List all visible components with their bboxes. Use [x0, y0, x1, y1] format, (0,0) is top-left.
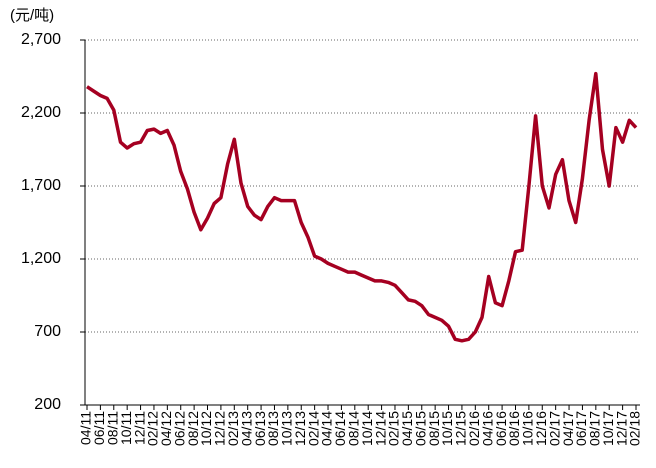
x-tick-label: 08/13	[265, 411, 281, 446]
y-tick-label: 200	[34, 396, 61, 413]
x-tick-label: 10/16	[520, 411, 536, 446]
x-tick-label: 12/16	[533, 411, 549, 446]
x-tick-label: 06/12	[171, 411, 187, 446]
x-tick-label: 10/14	[359, 411, 375, 446]
x-tick-label: 08/17	[587, 411, 603, 446]
x-tick-label: 06/15	[412, 411, 428, 446]
y-tick-label: 1,200	[21, 250, 61, 267]
line	[86, 71, 638, 343]
x-tick-label: 02/18	[627, 411, 643, 446]
x-tick-label: 02/15	[386, 411, 402, 446]
y-tick-label: 2,700	[21, 31, 61, 48]
y-axis-label: (元/吨)	[10, 7, 54, 24]
x-tick-label: 04/11	[78, 411, 94, 445]
y-tick-label: 1,700	[21, 177, 61, 194]
x-tick-label: 10/13	[279, 411, 295, 446]
x-tick-label: 04/14	[319, 411, 335, 446]
x-tick-label: 12/12	[212, 411, 228, 446]
x-tick-label: 02/17	[546, 411, 562, 446]
x-tick-label: 12/13	[292, 411, 308, 446]
x-tick-label: 08/16	[506, 411, 522, 446]
x-tick-label: 10/11	[118, 411, 134, 445]
x-tick-label: 02/14	[305, 411, 321, 446]
x-tick-label: 06/17	[573, 411, 589, 446]
x-tick-label: 10/12	[198, 411, 214, 446]
x-tick-label: 06/11	[91, 411, 107, 445]
x-tick-label: 10/17	[600, 411, 616, 446]
x-tick-label: 04/16	[479, 411, 495, 446]
x-tick-label: 06/13	[252, 411, 268, 446]
x-tick-label: 12/17	[613, 411, 629, 446]
x-tick-label: 08/12	[185, 411, 201, 446]
x-tick-label: 04/13	[238, 411, 254, 446]
x-tick-label: 04/17	[560, 411, 576, 446]
x-tick-label: 04/12	[158, 411, 174, 446]
x-tick-label: 12/11	[131, 411, 147, 445]
x-tick-label: 04/15	[399, 411, 415, 446]
x-tick-label: 02/16	[466, 411, 482, 446]
x-tick-label: 02/12	[145, 411, 161, 446]
y-tick-label: 700	[34, 323, 61, 340]
x-tick-label: 06/16	[493, 411, 509, 446]
x-tick-label: 08/15	[426, 411, 442, 446]
x-tick-label: 12/15	[453, 411, 469, 446]
x-tick-label: 08/14	[346, 411, 362, 446]
x-tick-label: 12/14	[372, 411, 388, 446]
x-tick-label: 10/15	[439, 411, 455, 446]
x-tick-label: 06/14	[332, 411, 348, 446]
x-tick-label: 02/13	[225, 411, 241, 446]
x-tick-label: 08/11	[104, 411, 120, 445]
y-tick-label: 2,200	[21, 104, 61, 121]
